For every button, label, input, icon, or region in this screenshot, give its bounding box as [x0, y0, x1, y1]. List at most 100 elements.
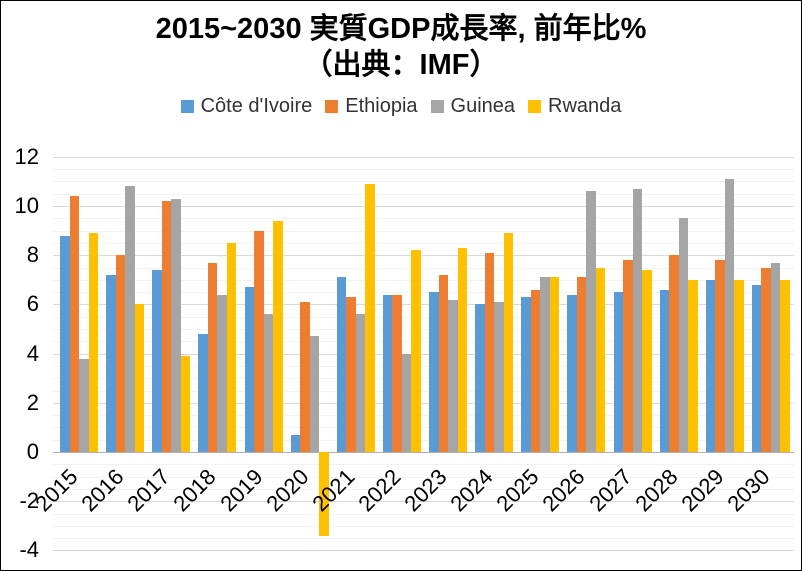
bar-2022-c-te-d-ivoire: [382, 294, 393, 452]
bar-2029-ethiopia: [715, 260, 725, 452]
bar-2026-guinea: [586, 191, 596, 452]
gridline-y-6: [53, 304, 794, 306]
y-axis-label-4: 4: [26, 340, 39, 366]
bar-2024-rwanda: [503, 233, 514, 452]
bar-2019-ethiopia: [254, 230, 264, 452]
gridline-y-3: [53, 378, 794, 380]
x-axis-label-2017: 2017: [122, 464, 175, 517]
gridline-y-2.5: [53, 390, 794, 392]
x-axis-label-2024: 2024: [445, 464, 498, 517]
bar-2016-c-te-d-ivoire: [106, 274, 116, 452]
y-axis-label--2: -2: [19, 488, 39, 514]
chart-legend: Côte d'Ivoire Ethiopia Guinea Rwanda: [1, 95, 801, 118]
gridline-y-12: [53, 156, 794, 158]
bar-2023-ethiopia: [438, 274, 449, 452]
legend-swatch-guinea: [430, 100, 444, 113]
x-axis-label-2016: 2016: [76, 464, 129, 517]
x-axis-label-2021: 2021: [307, 464, 360, 517]
x-axis-label-2018: 2018: [168, 464, 222, 517]
legend-label-ethiopia: Ethiopia: [345, 95, 418, 117]
bar-2018-ethiopia: [207, 262, 218, 452]
x-axis-label-2029: 2029: [676, 464, 729, 517]
bar-2028-rwanda: [688, 279, 698, 452]
bar-2020-ethiopia: [300, 301, 310, 452]
bar-2026-c-te-d-ivoire: [567, 294, 577, 452]
bar-2017-guinea: [171, 198, 181, 452]
gridline-y-8: [53, 255, 794, 257]
gridline-y-7: [53, 279, 794, 281]
bar-2029-c-te-d-ivoire: [705, 279, 716, 452]
x-axis-label-2019: 2019: [214, 464, 268, 517]
bar-2020-rwanda: [319, 452, 329, 536]
legend-item-c-te-d-ivoire: Côte d'Ivoire: [180, 95, 313, 118]
bar-2019-guinea: [263, 314, 274, 452]
y-axis-label-6: 6: [26, 291, 39, 317]
bar-2017-rwanda: [180, 356, 191, 452]
y-axis-label--4: -4: [19, 537, 39, 563]
bar-2024-c-te-d-ivoire: [475, 304, 485, 452]
bar-2029-guinea: [724, 178, 735, 452]
gridline-y--2.5: [53, 513, 794, 515]
gridline-y-3.5: [53, 365, 794, 367]
bar-2023-rwanda: [457, 247, 468, 452]
bar-2018-guinea: [217, 294, 227, 452]
x-axis-label-2025: 2025: [491, 464, 544, 517]
y-axis-label-0: 0: [26, 439, 39, 464]
bar-2022-rwanda: [411, 250, 421, 452]
legend-label-rwanda: Rwanda: [548, 95, 622, 117]
gridline-y-0: [53, 452, 794, 453]
gridline-y--0.5: [53, 464, 794, 466]
bar-2030-ethiopia: [761, 267, 771, 452]
bar-2015-c-te-d-ivoire: [60, 235, 70, 452]
bar-2021-rwanda: [365, 183, 375, 452]
bar-2030-guinea: [770, 262, 781, 452]
legend-item-rwanda: Rwanda: [528, 95, 621, 118]
gridline-y-5.5: [53, 316, 794, 318]
gridline-y-4: [53, 353, 794, 355]
gridline-y-9: [53, 230, 794, 232]
bar-2017-ethiopia: [161, 201, 172, 452]
legend-item-guinea: Guinea: [430, 95, 515, 118]
y-axis-label-2: 2: [26, 389, 39, 415]
bar-2025-guinea: [540, 277, 550, 452]
gridline-y-9.5: [53, 218, 794, 220]
x-axis-label-2020: 2020: [261, 464, 314, 517]
gridline-y--4: [53, 550, 794, 552]
bar-2019-c-te-d-ivoire: [244, 287, 255, 452]
gridline-y-2: [53, 402, 794, 404]
gridline-y-1.5: [53, 415, 794, 417]
legend-swatch-ethiopia: [325, 100, 339, 113]
bar-2024-guinea: [494, 301, 504, 452]
x-axis-label-2026: 2026: [537, 464, 591, 517]
y-axis-label-8: 8: [26, 242, 39, 268]
bar-2016-rwanda: [134, 304, 145, 452]
bar-2021-guinea: [355, 314, 366, 452]
chart-title-line1: 2015~2030 実質GDP成長率, 前年比%: [155, 13, 647, 45]
bar-2019-rwanda: [273, 220, 283, 452]
bar-2025-ethiopia: [530, 289, 541, 452]
x-axis-label-2027: 2027: [583, 464, 637, 517]
gridline-y--1: [53, 476, 794, 478]
gridline-y-4.5: [53, 341, 794, 343]
gridline-y-11.5: [53, 169, 794, 171]
bar-2028-ethiopia: [669, 255, 679, 452]
x-axis-label-2023: 2023: [399, 464, 452, 517]
chart-title: 2015~2030 実質GDP成長率, 前年比% （出典：IMF）: [1, 11, 801, 83]
bar-2016-ethiopia: [115, 255, 126, 452]
bar-2022-ethiopia: [392, 294, 402, 452]
bar-2022-guinea: [401, 353, 412, 452]
bar-2028-c-te-d-ivoire: [659, 289, 670, 452]
legend-item-ethiopia: Ethiopia: [325, 95, 418, 118]
legend-swatch-rwanda: [528, 100, 542, 113]
gridline-y--3: [53, 525, 794, 527]
gridline-y-0.5: [53, 439, 794, 441]
bar-2024-ethiopia: [484, 252, 495, 452]
legend-label-c-te-d-ivoire: Côte d'Ivoire: [200, 95, 313, 117]
bar-2030-c-te-d-ivoire: [751, 284, 762, 452]
bar-2030-rwanda: [780, 279, 790, 452]
gridline-y-7.5: [53, 267, 794, 269]
bar-2017-c-te-d-ivoire: [152, 270, 162, 452]
bar-2020-c-te-d-ivoire: [290, 434, 301, 452]
bar-2026-ethiopia: [576, 277, 587, 452]
